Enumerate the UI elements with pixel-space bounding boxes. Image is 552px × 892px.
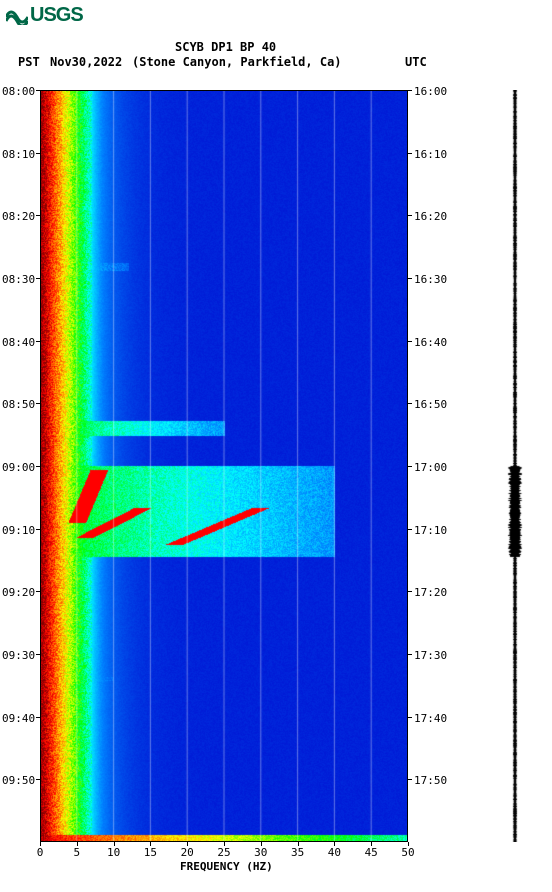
yaxis-tick: [36, 90, 40, 91]
left-timezone: PST: [18, 55, 40, 69]
spectrogram-plot: [40, 90, 408, 842]
location-label: (Stone Canyon, Parkfield, Ca): [132, 55, 342, 69]
yaxis-right-label: 16:20: [414, 210, 447, 223]
xaxis-tick: [261, 842, 262, 846]
usgs-logo: USGS: [6, 4, 83, 27]
yaxis-left-label: 08:00: [2, 85, 35, 98]
yaxis-tick: [36, 779, 40, 780]
yaxis-tick: [408, 403, 412, 404]
xaxis-title: FREQUENCY (HZ): [180, 860, 273, 873]
yaxis-right-label: 16:10: [414, 148, 447, 161]
spectrogram-canvas: [40, 90, 408, 842]
xaxis-tick: [77, 842, 78, 846]
yaxis-tick: [36, 529, 40, 530]
xaxis-tick: [224, 842, 225, 846]
yaxis-tick: [36, 466, 40, 467]
xaxis-label: 0: [37, 846, 44, 859]
yaxis-left-label: 09:50: [2, 774, 35, 787]
yaxis-tick: [408, 529, 412, 530]
yaxis-left-label: 09:10: [2, 524, 35, 537]
xaxis-label: 50: [401, 846, 414, 859]
yaxis-right-label: 17:10: [414, 524, 447, 537]
yaxis-right-label: 16:30: [414, 273, 447, 286]
yaxis-tick: [408, 466, 412, 467]
xaxis-label: 10: [107, 846, 120, 859]
yaxis-left-label: 09:20: [2, 586, 35, 599]
yaxis-tick: [36, 591, 40, 592]
xaxis-tick: [298, 842, 299, 846]
yaxis-left-label: 08:30: [2, 273, 35, 286]
yaxis-left-label: 08:20: [2, 210, 35, 223]
xaxis-label: 40: [328, 846, 341, 859]
yaxis-tick: [36, 278, 40, 279]
yaxis-right-label: 17:20: [414, 586, 447, 599]
xaxis-label: 30: [254, 846, 267, 859]
yaxis-left-label: 09:00: [2, 461, 35, 474]
xaxis-tick: [150, 842, 151, 846]
yaxis-left-label: 08:10: [2, 148, 35, 161]
yaxis-left-label: 08:40: [2, 336, 35, 349]
yaxis-right-label: 17:40: [414, 712, 447, 725]
yaxis-left-label: 08:50: [2, 398, 35, 411]
yaxis-tick: [36, 215, 40, 216]
xaxis-tick: [334, 842, 335, 846]
xaxis-tick: [114, 842, 115, 846]
yaxis-right-label: 17:00: [414, 461, 447, 474]
yaxis-tick: [408, 341, 412, 342]
yaxis-left-label: 09:40: [2, 712, 35, 725]
xaxis-label: 25: [217, 846, 230, 859]
yaxis-tick: [36, 403, 40, 404]
xaxis-tick: [371, 842, 372, 846]
xaxis-label: 35: [291, 846, 304, 859]
yaxis-tick: [408, 779, 412, 780]
right-timezone: UTC: [405, 55, 427, 69]
xaxis-tick: [187, 842, 188, 846]
yaxis-tick: [408, 278, 412, 279]
station-title: SCYB DP1 BP 40: [175, 40, 276, 54]
date-label: Nov30,2022: [50, 55, 122, 69]
yaxis-right-label: 16:40: [414, 336, 447, 349]
waveform-trace: [495, 90, 535, 842]
yaxis-left-label: 09:30: [2, 649, 35, 662]
yaxis-right-label: 16:00: [414, 85, 447, 98]
xaxis-label: 20: [181, 846, 194, 859]
yaxis-tick: [36, 717, 40, 718]
usgs-text: USGS: [30, 4, 83, 26]
yaxis-tick: [408, 215, 412, 216]
xaxis-label: 15: [144, 846, 157, 859]
usgs-wave-icon: [6, 7, 28, 25]
xaxis-tick: [40, 842, 41, 846]
yaxis-right-label: 17:30: [414, 649, 447, 662]
yaxis-tick: [408, 90, 412, 91]
yaxis-right-label: 16:50: [414, 398, 447, 411]
yaxis-right-label: 17:50: [414, 774, 447, 787]
yaxis-tick: [36, 654, 40, 655]
xaxis-tick: [408, 842, 409, 846]
yaxis-tick: [408, 153, 412, 154]
yaxis-tick: [36, 341, 40, 342]
yaxis-tick: [36, 153, 40, 154]
yaxis-tick: [408, 654, 412, 655]
xaxis-label: 5: [73, 846, 80, 859]
yaxis-tick: [408, 591, 412, 592]
xaxis-label: 45: [365, 846, 378, 859]
yaxis-tick: [408, 717, 412, 718]
